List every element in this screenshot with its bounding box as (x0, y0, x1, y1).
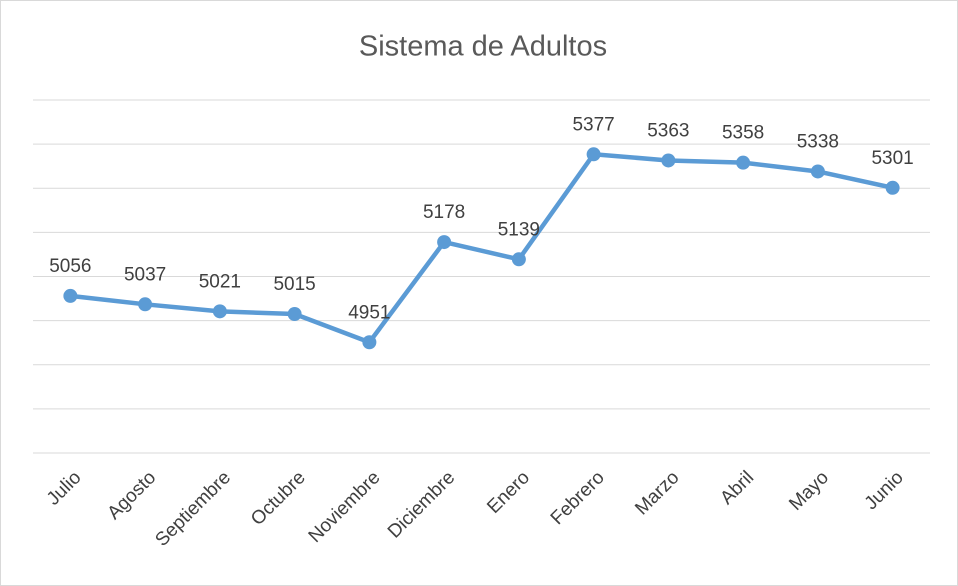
data-label: 5015 (273, 274, 315, 295)
data-label: 5139 (498, 219, 540, 240)
data-label: 5021 (199, 271, 241, 292)
data-point (138, 297, 153, 312)
data-point (287, 307, 302, 322)
data-point (586, 147, 601, 162)
data-label: 4951 (348, 302, 390, 323)
data-label: 5358 (722, 123, 764, 144)
series-line (70, 152, 894, 345)
data-point (885, 180, 900, 195)
data-point (661, 153, 676, 168)
data-label: 5037 (124, 264, 166, 285)
data-label: 5363 (647, 120, 689, 141)
data-label: 5338 (797, 131, 839, 152)
data-label: 5377 (572, 114, 614, 135)
data-label: 5178 (423, 202, 465, 223)
data-label: 5301 (871, 148, 913, 169)
data-point (437, 235, 452, 250)
data-point (736, 155, 751, 170)
data-point (63, 288, 78, 303)
data-point (362, 335, 377, 350)
data-point (810, 164, 825, 179)
data-point (212, 304, 227, 319)
data-point (511, 252, 526, 267)
chart-title: Sistema de Adultos (359, 31, 607, 63)
data-label: 5056 (49, 256, 91, 277)
